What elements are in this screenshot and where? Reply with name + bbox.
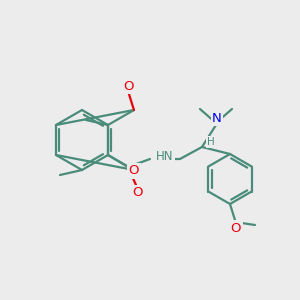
Text: O: O [231, 221, 241, 235]
Text: N: N [212, 112, 222, 124]
Text: HN: HN [156, 151, 173, 164]
Text: O: O [133, 187, 143, 200]
Text: H: H [207, 137, 215, 147]
Text: O: O [129, 164, 139, 178]
Text: O: O [124, 80, 134, 92]
